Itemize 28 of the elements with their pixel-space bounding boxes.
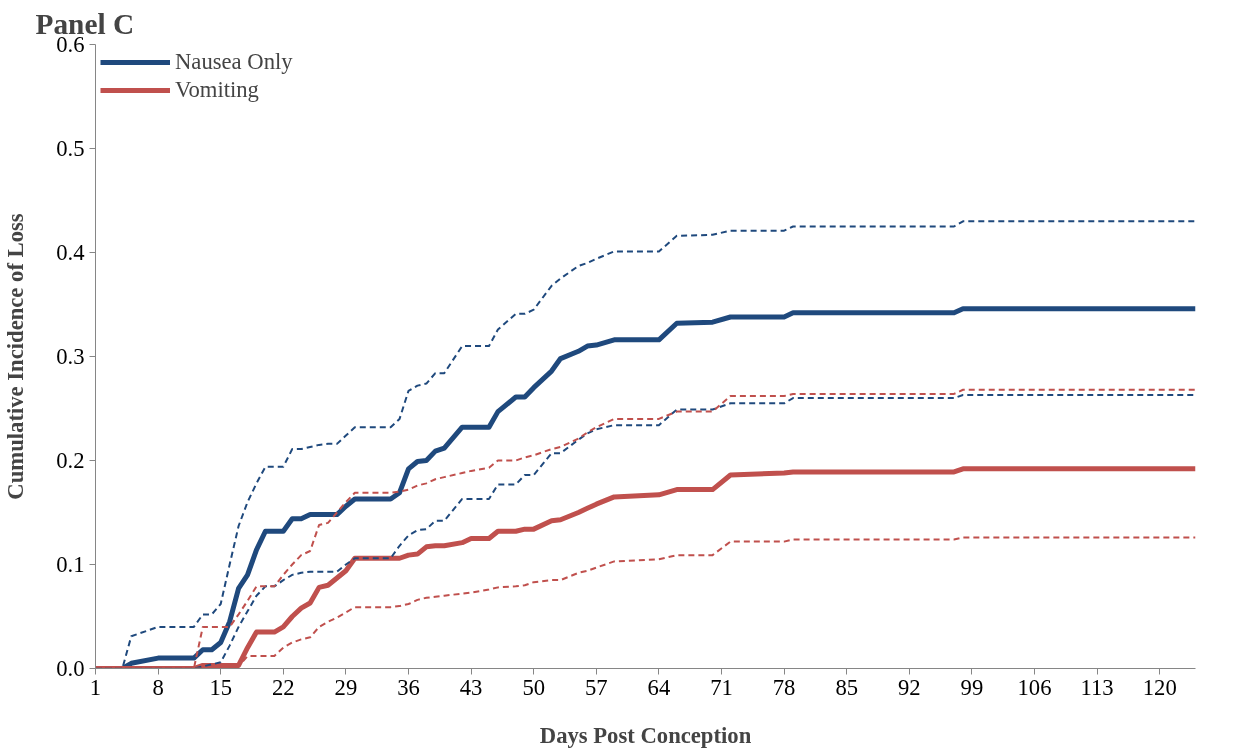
x-tick-label: 43 <box>459 674 483 700</box>
legend-label: Nausea Only <box>175 49 293 75</box>
x-tick-label: 113 <box>1080 674 1114 700</box>
x-tick-label: 36 <box>397 674 420 700</box>
y-tick-label: 0.3 <box>56 344 85 369</box>
x-tick-label: 57 <box>584 674 608 700</box>
x-tick-label: 15 <box>209 674 233 700</box>
x-tick-label: 106 <box>1017 674 1052 700</box>
x-tick-label: 50 <box>522 674 546 700</box>
x-tick-label: 8 <box>152 674 164 700</box>
x-tick-label: 85 <box>835 674 859 700</box>
y-axis-title: Cumulative Incidence of Loss <box>3 213 29 500</box>
y-tick-label: 0.1 <box>56 552 85 577</box>
x-tick-label: 1 <box>89 674 102 700</box>
x-axis-title: Days Post Conception <box>539 722 752 748</box>
x-tick-label: 22 <box>271 674 295 700</box>
y-tick-label: 0.2 <box>56 448 85 473</box>
x-tick-label: 78 <box>772 674 796 700</box>
x-tick-label: 99 <box>960 674 984 700</box>
y-tick-label: 0.4 <box>56 240 85 265</box>
x-tick-label: 71 <box>710 674 733 700</box>
x-tick-label: 92 <box>897 674 921 700</box>
x-tick-label: 64 <box>647 674 671 700</box>
y-tick-label: 0.0 <box>56 656 85 681</box>
x-tick-label: 120 <box>1142 674 1177 700</box>
y-tick-label: 0.5 <box>56 136 85 161</box>
x-tick-label: 29 <box>334 674 358 700</box>
legend-label: Vomiting <box>175 77 259 103</box>
